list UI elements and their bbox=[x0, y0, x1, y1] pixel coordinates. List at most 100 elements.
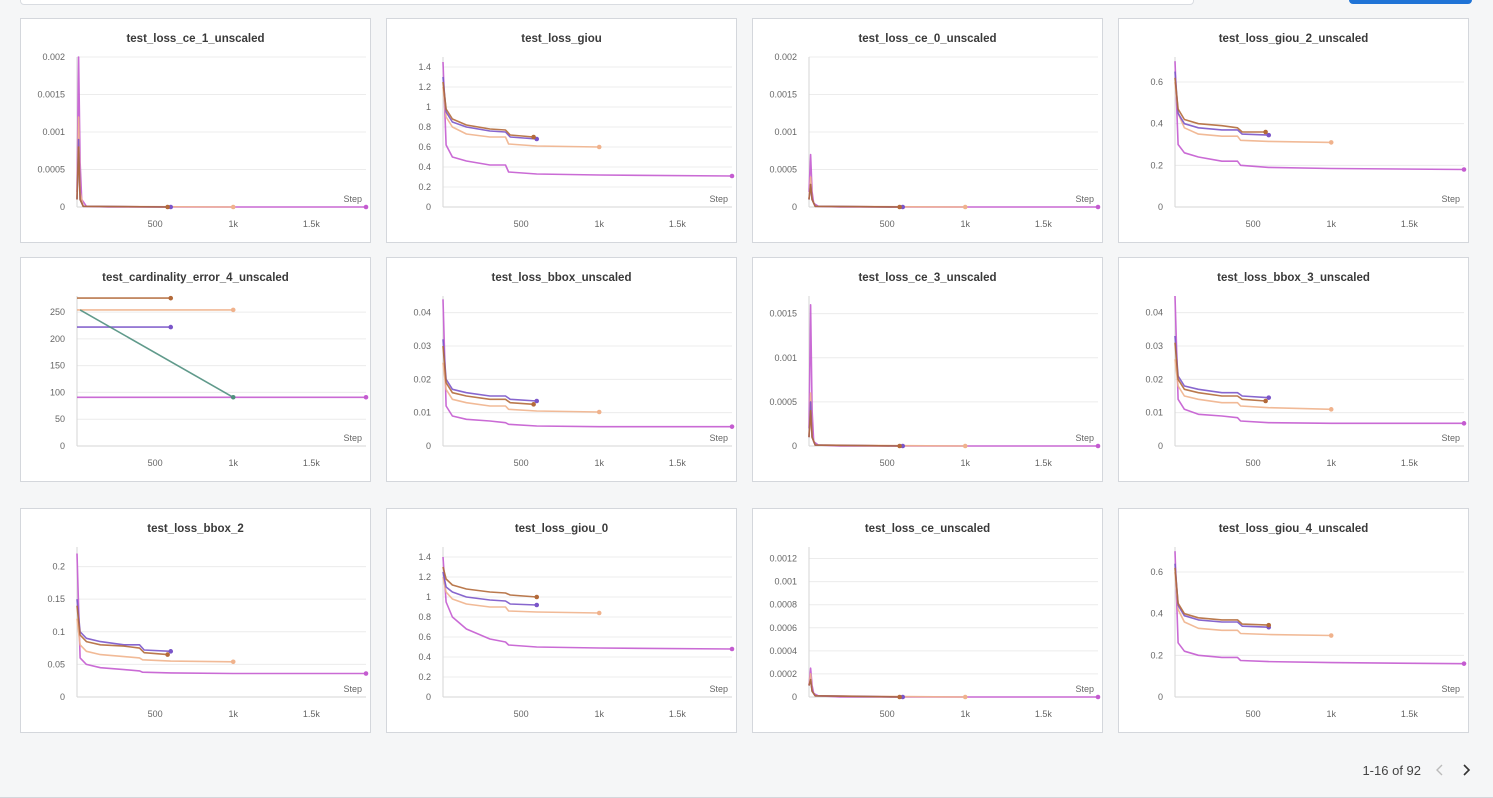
series-line bbox=[1174, 563, 1269, 628]
y-tick-label: 0.04 bbox=[1145, 308, 1163, 318]
chart-title: test_loss_bbox_2 bbox=[147, 523, 244, 535]
x-axis-label: Step bbox=[1441, 433, 1460, 443]
y-tick-label: 0.001 bbox=[42, 127, 65, 137]
y-tick-label: 0.6 bbox=[1150, 567, 1163, 577]
series-line bbox=[442, 362, 600, 413]
y-tick-label: 1.4 bbox=[418, 552, 431, 562]
x-axis-label: Step bbox=[709, 433, 728, 443]
series-end-point bbox=[1263, 129, 1268, 135]
x-axis-label: Step bbox=[1075, 194, 1094, 204]
series-line bbox=[442, 345, 534, 406]
series-line bbox=[1174, 342, 1266, 402]
series-line bbox=[1174, 551, 1465, 665]
series-line bbox=[808, 401, 903, 447]
chart-panel[interactable]: test_loss_bbox_2 0 0.05 0.1 0.15 0.2 500 1k 1.5k… bbox=[20, 508, 371, 733]
y-tick-label: 0.0005 bbox=[769, 397, 797, 407]
chart-plot: 0 0.0005 0.001 0.0015 0.002 500 1k 1.5k Step bbox=[769, 52, 1101, 229]
series-end-point bbox=[168, 295, 174, 301]
y-tick-label: 0.001 bbox=[774, 577, 797, 587]
series-end-point bbox=[1266, 132, 1272, 138]
x-tick-label: 1k bbox=[228, 219, 238, 229]
chart-panel[interactable]: test_loss_bbox_3_unscaled 0 0.01 0.02 0.03 0.… bbox=[1118, 257, 1469, 482]
next-page-button[interactable] bbox=[1459, 762, 1473, 778]
x-tick-label: 1.5k bbox=[669, 219, 687, 229]
series-end-point bbox=[1328, 140, 1334, 145]
chart-panel[interactable]: test_loss_giou_0 0 0.2 0.4 0.6 0.8 1 1.2 1.4 500 1… bbox=[386, 508, 737, 733]
x-tick-label: 1k bbox=[1326, 458, 1336, 468]
series-line bbox=[1174, 71, 1269, 136]
y-tick-label: 0.6 bbox=[418, 632, 431, 642]
chart-panel[interactable]: test_loss_giou_4_unscaled 0 0.2 0.4 0.6 500 1k… bbox=[1118, 508, 1469, 733]
y-tick-label: 0.8 bbox=[418, 612, 431, 622]
y-tick-label: 0.1 bbox=[52, 627, 65, 637]
pagination: 1-16 of 92 bbox=[1362, 762, 1473, 778]
y-tick-label: 0.2 bbox=[1150, 160, 1163, 170]
series-line bbox=[442, 81, 534, 138]
y-tick-label: 0.02 bbox=[413, 374, 431, 384]
x-tick-label: 1.5k bbox=[1401, 458, 1419, 468]
series-line bbox=[1174, 335, 1269, 399]
series-end-point bbox=[1266, 395, 1272, 400]
y-tick-label: 50 bbox=[55, 414, 65, 424]
primary-button[interactable] bbox=[1349, 0, 1472, 4]
y-tick-label: 150 bbox=[50, 361, 65, 371]
series-end-point bbox=[168, 324, 174, 330]
series-end-point bbox=[1461, 167, 1467, 172]
x-tick-label: 1k bbox=[1326, 219, 1336, 229]
y-tick-label: 0.02 bbox=[1145, 374, 1163, 384]
y-tick-label: 0 bbox=[60, 692, 65, 702]
x-tick-label: 1k bbox=[594, 709, 604, 719]
series-line bbox=[808, 678, 900, 698]
y-tick-label: 0.0015 bbox=[769, 90, 797, 100]
series-line bbox=[1174, 359, 1332, 411]
chart-panel[interactable]: test_loss_ce_0_unscaled 0 0.0005 0.001 0.001… bbox=[752, 18, 1103, 243]
series-end-point bbox=[230, 394, 236, 400]
chart-panel[interactable]: test_loss_bbox_unscaled 0 0.01 0.02 0.03 0.04… bbox=[386, 257, 737, 482]
y-tick-label: 0.6 bbox=[418, 142, 431, 152]
prev-page-button[interactable] bbox=[1433, 762, 1447, 778]
y-tick-label: 1 bbox=[426, 592, 431, 602]
y-tick-label: 0.4 bbox=[418, 652, 431, 662]
x-tick-label: 1.5k bbox=[1035, 458, 1053, 468]
y-tick-label: 0.002 bbox=[42, 52, 65, 62]
y-tick-label: 0.001 bbox=[774, 353, 797, 363]
series-line bbox=[442, 556, 733, 650]
series-line bbox=[76, 138, 171, 208]
chart-title: test_loss_bbox_3_unscaled bbox=[1217, 272, 1370, 284]
series-line bbox=[808, 183, 903, 208]
x-tick-label: 1.5k bbox=[1035, 709, 1053, 719]
x-tick-label: 500 bbox=[1246, 219, 1261, 229]
series-end-point bbox=[534, 602, 540, 608]
search-input[interactable] bbox=[20, 0, 1194, 5]
series-end-point bbox=[1328, 633, 1334, 638]
y-tick-label: 0.0005 bbox=[769, 165, 797, 175]
chart-title: test_cardinality_error_4_unscaled bbox=[102, 272, 289, 284]
x-tick-label: 1.5k bbox=[303, 709, 321, 719]
x-tick-label: 1.5k bbox=[669, 709, 687, 719]
series-end-point bbox=[1095, 694, 1101, 700]
y-tick-label: 0 bbox=[60, 441, 65, 451]
chart-plot: 0 0.0005 0.001 0.0015 500 1k 1.5k Step bbox=[769, 296, 1101, 468]
chart-panel[interactable]: test_loss_ce_1_unscaled 0 0.0005 0.001 0.001… bbox=[20, 18, 371, 243]
y-tick-label: 0 bbox=[1158, 692, 1163, 702]
chart-panel[interactable]: test_cardinality_error_4_unscaled 0 50 100 1… bbox=[20, 257, 371, 482]
y-tick-label: 0.01 bbox=[413, 408, 431, 418]
series-line bbox=[808, 153, 1098, 208]
chart-plot: 0 0.05 0.1 0.15 0.2 500 1k 1.5k Step bbox=[47, 547, 369, 719]
y-tick-label: 0.2 bbox=[1150, 650, 1163, 660]
chart-panel[interactable]: test_loss_giou 0 0.2 0.4 0.6 0.8 1 1.2 1.4 500 1k 1… bbox=[386, 18, 737, 243]
series-line bbox=[1174, 567, 1269, 626]
x-axis-label: Step bbox=[1075, 433, 1094, 443]
series-line bbox=[1174, 61, 1465, 171]
y-tick-label: 0.03 bbox=[413, 341, 431, 351]
x-axis-label: Step bbox=[343, 684, 362, 694]
chart-panel[interactable]: test_loss_giou_2_unscaled 0 0.2 0.4 0.6 500 1k… bbox=[1118, 18, 1469, 243]
x-tick-label: 500 bbox=[148, 709, 163, 719]
x-tick-label: 1.5k bbox=[1401, 709, 1419, 719]
y-tick-label: 0.0005 bbox=[37, 165, 65, 175]
chart-panel[interactable]: test_loss_ce_unscaled 0 0.0002 0.0004 0.0006… bbox=[752, 508, 1103, 733]
series-line bbox=[1174, 571, 1332, 637]
chart-panel[interactable]: test_loss_ce_3_unscaled 0 0.0005 0.001 0.001… bbox=[752, 257, 1103, 482]
y-tick-label: 0.15 bbox=[47, 594, 65, 604]
chart-title: test_loss_giou bbox=[521, 33, 602, 45]
